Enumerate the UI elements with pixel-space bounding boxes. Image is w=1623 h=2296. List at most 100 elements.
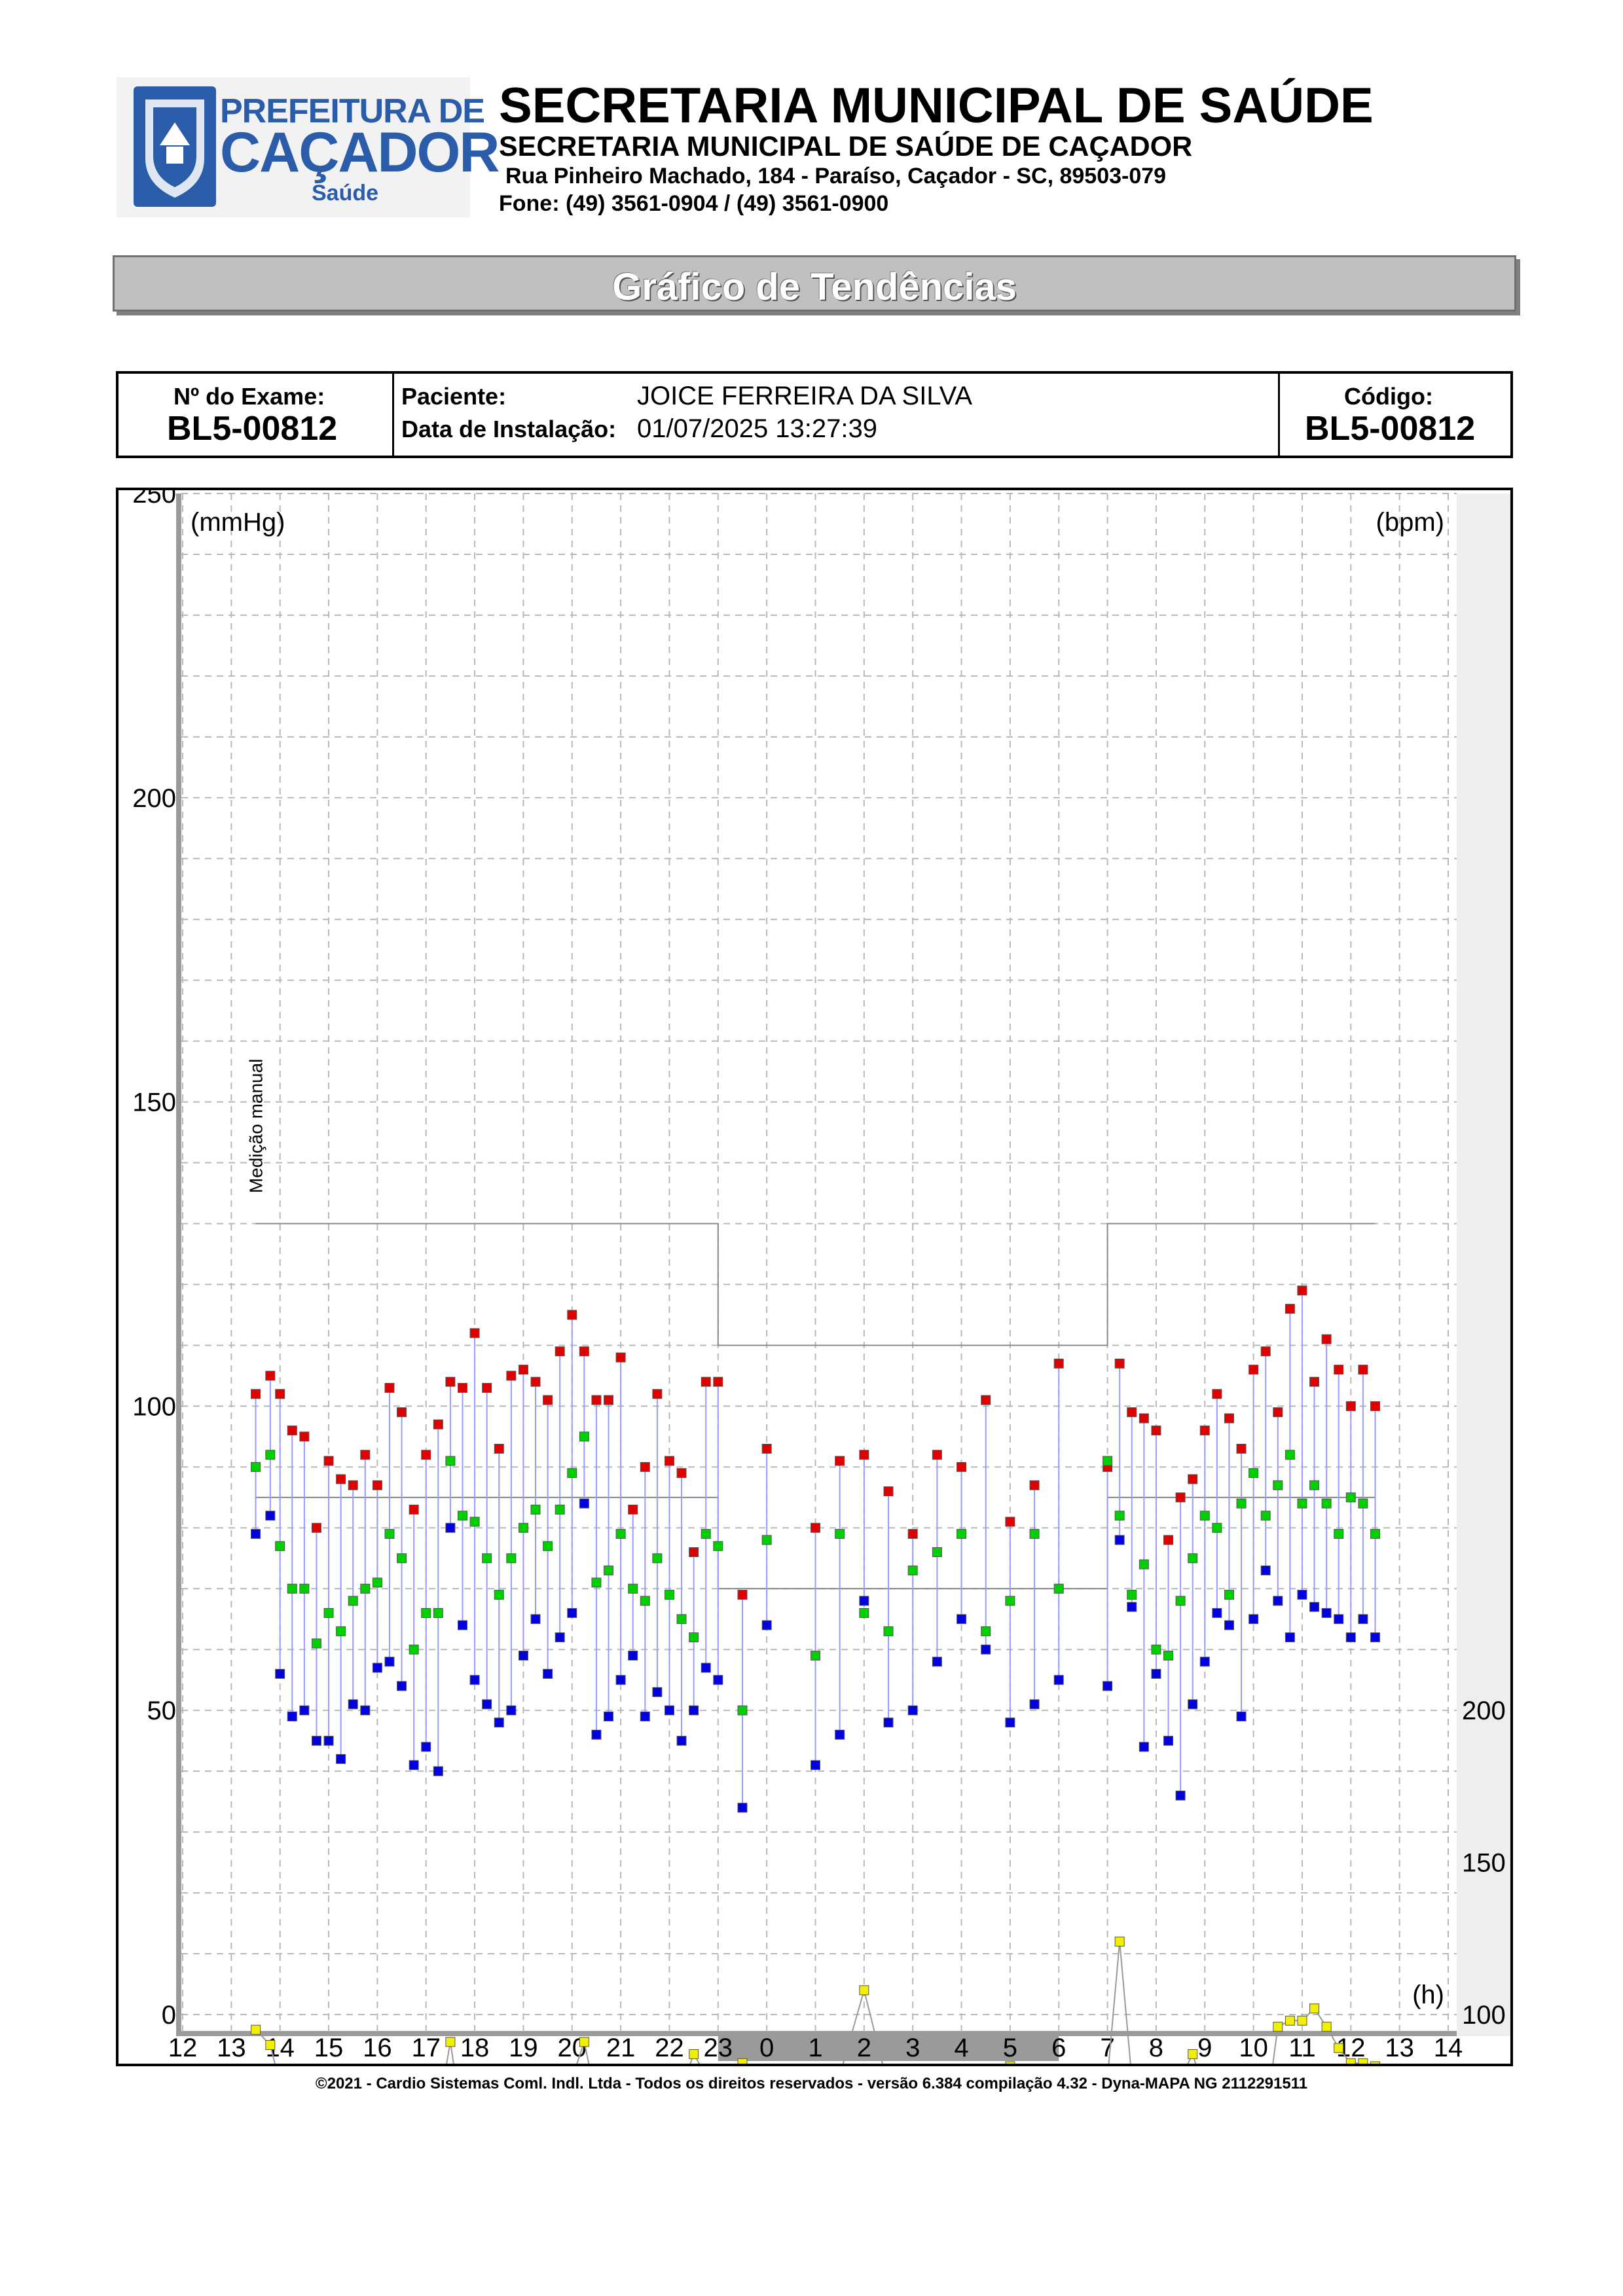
diastolic-point [859,1596,869,1606]
systolic-point [1127,1407,1137,1418]
diastolic-point [518,1651,528,1661]
heart-rate-point [1321,2022,1332,2032]
diastolic-point [265,1511,276,1521]
mean-point [676,1614,687,1624]
systolic-point [1151,1426,1161,1436]
systolic-point [859,1450,869,1460]
x-axis-unit-label: (h) [1412,1981,1444,2009]
left-axis-bar [176,493,181,2036]
mean-point [482,1553,492,1564]
diastolic-point [360,1705,371,1715]
diastolic-point [932,1657,942,1667]
diastolic-point [336,1754,346,1765]
diastolic-point [1163,1736,1174,1746]
systolic-point [530,1376,541,1387]
x-tick-label: 13 [217,2034,246,2062]
mean-point [907,1565,918,1575]
systolic-point [761,1443,772,1454]
mean-point [1345,1492,1356,1503]
systolic-point [457,1383,467,1393]
x-tick-label: 17 [411,2034,441,2062]
code-cell: Código: BL5-00812 [1278,374,1510,456]
systolic-point [494,1443,504,1454]
mean-point [494,1590,504,1600]
systolic-point [981,1395,991,1405]
diastolic-point [811,1760,820,1770]
systolic-limit-line [255,1223,1376,1346]
diastolic-point [482,1699,492,1710]
mean-point [1139,1559,1149,1570]
systolic-point [469,1328,480,1338]
systolic-point [348,1480,358,1490]
systolic-point [737,1590,748,1600]
mean-point [1029,1529,1040,1539]
systolic-point [604,1395,614,1405]
heart-rate-point [579,2037,589,2047]
left-axis-label: (mmHg) [191,508,285,537]
diastolic-point [835,1729,845,1740]
diastolic-point [421,1742,431,1752]
systolic-point [1236,1443,1247,1454]
systolic-point [1175,1492,1186,1503]
diastolic-point [615,1675,626,1685]
diastolic-point [530,1614,541,1624]
diastolic-point [323,1736,334,1746]
mean-point [445,1456,456,1466]
diastolic-point [1224,1620,1234,1630]
header-subtitle: SECRETARIA MUNICIPAL DE SAÚDE DE CAÇADOR [499,131,1193,162]
mean-point [311,1638,321,1649]
exam-number-value: BL5-00812 [167,410,338,448]
diastolic-point [1151,1668,1161,1679]
right-tick-label: 100 [1462,2001,1506,2030]
systolic-point [1334,1365,1344,1375]
diastolic-point [591,1729,602,1740]
systolic-point [957,1462,967,1472]
diastolic-point [1334,1614,1344,1624]
systolic-point [1370,1401,1380,1411]
systolic-point [311,1522,321,1533]
diastolic-point [1370,1632,1380,1643]
systolic-point [1224,1413,1234,1424]
mean-point [530,1504,541,1515]
mean-point [615,1529,626,1539]
systolic-point [1345,1401,1356,1411]
mean-point [761,1535,772,1545]
systolic-point [1285,1304,1295,1314]
diastolic-point [457,1620,467,1630]
left-tick-label: 150 [132,1088,176,1117]
mean-point [664,1590,674,1600]
diastolic-point [1297,1590,1307,1600]
report-title: Gráfico de Tendências [612,266,1017,308]
heart-rate-point [1370,2061,1380,2064]
systolic-point [652,1389,663,1399]
mean-point [1175,1596,1186,1606]
header-address: Rua Pinheiro Machado, 184 - Paraíso, Caç… [505,164,1167,188]
mean-point [628,1583,638,1594]
diastolic-point [713,1675,723,1685]
systolic-point [713,1376,723,1387]
diastolic-point [397,1681,407,1691]
heart-rate-point [251,2024,261,2035]
diastolic-point [348,1699,358,1710]
mean-point [299,1583,310,1594]
systolic-point [1053,1358,1064,1369]
mean-point [323,1607,334,1618]
mean-point [543,1541,553,1551]
systolic-point [676,1468,687,1479]
systolic-point [421,1450,431,1460]
mean-point [384,1529,395,1539]
mean-point [555,1504,565,1515]
diastolic-point [287,1711,297,1721]
systolic-point [1163,1535,1174,1545]
x-tick-label: 22 [655,2034,684,2062]
systolic-point [299,1431,310,1442]
systolic-point [811,1522,820,1533]
heart-rate-point [1005,2061,1015,2064]
systolic-point [543,1395,553,1405]
systolic-point [506,1371,517,1381]
left-tick-label: 100 [132,1392,176,1421]
mean-point [360,1583,371,1594]
footer-copyright: ©2021 - Cardio Sistemas Coml. Indl. Ltda… [315,2075,1308,2092]
header-phone: Fone: (49) 3561-0904 / (49) 3561-0900 [499,191,889,216]
x-tick-label: 14 [1434,2034,1463,2062]
